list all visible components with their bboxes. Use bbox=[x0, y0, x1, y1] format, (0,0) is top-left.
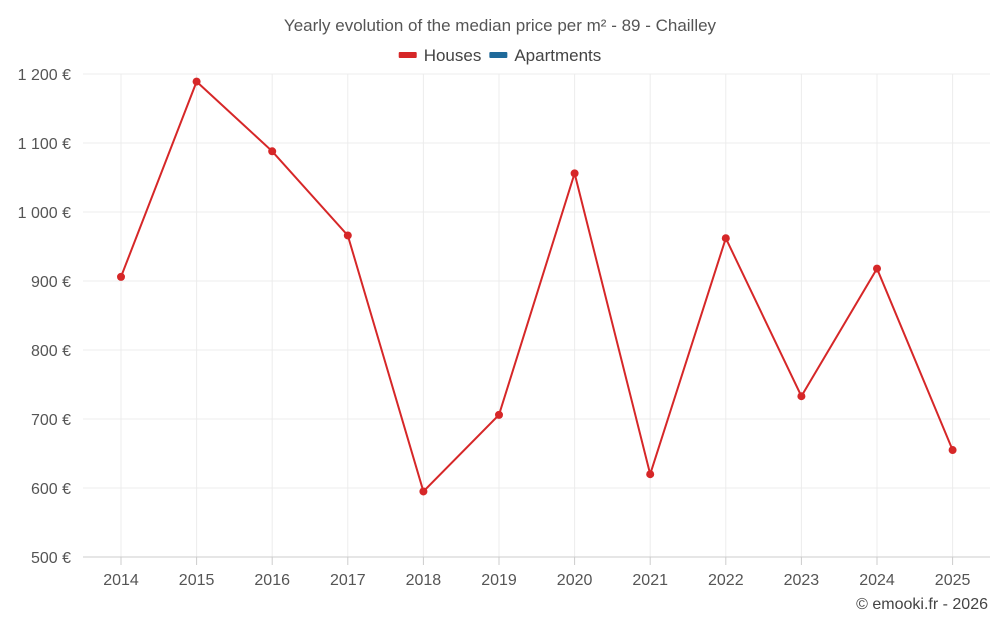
x-tick-label: 2016 bbox=[254, 572, 290, 589]
x-tick-label: 2019 bbox=[481, 572, 517, 589]
data-point-2018[interactable] bbox=[419, 487, 428, 496]
chart-title: Yearly evolution of the median price per… bbox=[284, 16, 717, 35]
legend-swatch bbox=[398, 52, 417, 58]
x-tick-label: 2023 bbox=[784, 572, 820, 589]
data-point-2015[interactable] bbox=[192, 77, 201, 86]
x-tick-label: 2025 bbox=[935, 572, 971, 589]
y-tick-label: 900 € bbox=[31, 274, 71, 291]
y-tick-label: 800 € bbox=[31, 343, 71, 360]
x-tick-label: 2021 bbox=[632, 572, 668, 589]
data-point-2023[interactable] bbox=[797, 392, 806, 401]
data-point-2016[interactable] bbox=[268, 147, 277, 156]
series-houses bbox=[117, 77, 957, 496]
legend: Houses Apartments bbox=[398, 46, 601, 65]
legend-item-apartments[interactable]: Apartments bbox=[489, 46, 601, 65]
series-layer bbox=[117, 77, 957, 496]
y-tick-label: 500 € bbox=[31, 550, 71, 567]
legend-swatch bbox=[489, 52, 508, 58]
data-point-2014[interactable] bbox=[117, 272, 125, 281]
data-point-2025[interactable] bbox=[948, 446, 957, 455]
data-point-2017[interactable] bbox=[343, 231, 352, 240]
data-point-2024[interactable] bbox=[873, 264, 881, 273]
data-point-2020[interactable] bbox=[570, 169, 579, 178]
x-tick-label: 2022 bbox=[708, 572, 744, 589]
x-tick-label: 2015 bbox=[179, 572, 215, 589]
data-point-2019[interactable] bbox=[495, 410, 503, 419]
y-tick-label: 1 100 € bbox=[18, 136, 71, 153]
x-tick-label: 2020 bbox=[557, 572, 593, 589]
y-tick-label: 1 200 € bbox=[18, 67, 71, 84]
legend-label: Houses bbox=[424, 46, 482, 65]
x-tick-label: 2024 bbox=[859, 572, 895, 589]
y-grid bbox=[83, 73, 990, 489]
x-tick-label: 2018 bbox=[406, 572, 442, 589]
data-point-2021[interactable] bbox=[646, 470, 655, 479]
y-tick-label: 600 € bbox=[31, 481, 71, 498]
series-line bbox=[120, 79, 954, 494]
data-point-2022[interactable] bbox=[721, 234, 730, 243]
x-grid bbox=[120, 74, 954, 565]
legend-item-houses[interactable]: Houses bbox=[398, 46, 482, 65]
x-axis-tick-labels: 2014 2015 2016 2017 2018 2019 2020 2021 2022 2023… bbox=[103, 572, 970, 589]
y-axis-tick-labels: 500 € 600 € 700 € 800 € 900 € 1 000 € 1 100 € 1… bbox=[18, 67, 71, 567]
y-tick-label: 700 € bbox=[31, 412, 71, 429]
x-tick-label: 2014 bbox=[103, 572, 139, 589]
y-tick-label: 1 000 € bbox=[18, 205, 71, 222]
legend-label: Apartments bbox=[514, 46, 601, 65]
credit-label: © emooki.fr - 2026 bbox=[856, 596, 988, 613]
x-tick-label: 2017 bbox=[330, 572, 366, 589]
